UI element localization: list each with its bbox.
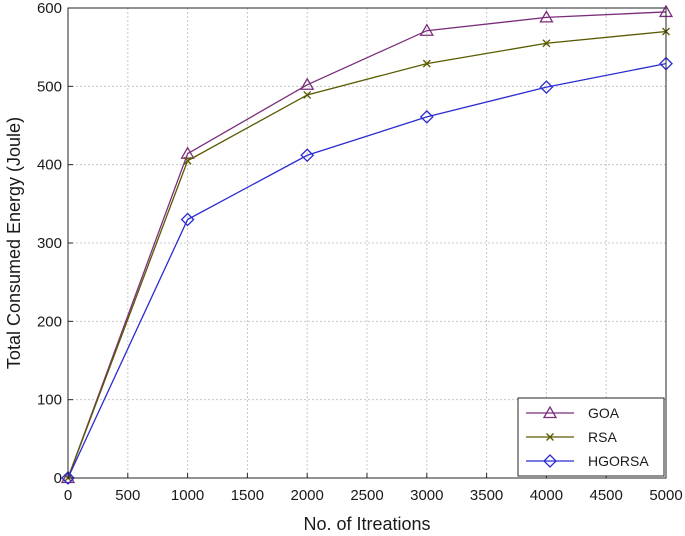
y-tick-label: 200 <box>37 313 62 330</box>
data-point-diamond <box>180 212 195 227</box>
y-tick-label: 100 <box>37 392 62 409</box>
y-axis-title: Total Consumed Energy (Joule) <box>4 117 24 369</box>
legend-swatch-marker <box>542 405 558 419</box>
legend-item: GOA <box>526 405 620 421</box>
legend-swatch-marker <box>543 454 557 468</box>
series-line <box>67 11 667 479</box>
data-point-diamond <box>419 109 434 124</box>
x-tick-label: 2000 <box>291 487 324 504</box>
x-tick-label: 3000 <box>410 487 443 504</box>
series-line <box>67 30 667 479</box>
y-tick-label: 600 <box>37 0 62 17</box>
legend-label: HGORSA <box>588 453 649 469</box>
data-point-triangle <box>539 10 554 23</box>
series-goa <box>60 4 674 484</box>
data-point-diamond <box>539 80 554 95</box>
legend-item: RSA <box>526 429 617 445</box>
x-tick-label: 0 <box>64 487 72 504</box>
data-point-triangle <box>180 146 195 159</box>
data-point-x <box>183 156 192 165</box>
legend-swatch-marker <box>546 433 554 441</box>
series-line <box>67 62 667 479</box>
data-point-triangle <box>60 470 76 484</box>
legend-label: GOA <box>588 405 620 421</box>
legend-label: RSA <box>588 429 617 445</box>
legend-item: HGORSA <box>526 453 649 469</box>
x-tick-label: 1500 <box>231 487 264 504</box>
x-tick-label: 3500 <box>470 487 503 504</box>
data-point-x <box>303 90 312 99</box>
y-tick-label: 400 <box>37 157 62 174</box>
x-axis-title: No. of Itreations <box>303 514 430 534</box>
x-tick-label: 4500 <box>590 487 623 504</box>
x-tick-label: 4000 <box>530 487 563 504</box>
data-point-diamond <box>61 471 75 485</box>
data-point-diamond <box>300 148 315 163</box>
x-tick-label: 500 <box>115 487 140 504</box>
data-point-x <box>542 39 551 48</box>
data-point-triangle <box>300 77 315 90</box>
y-tick-label: 0 <box>54 470 62 487</box>
ticks: 0 500 1000 1500 2000 2500 3000 3500 4000 4500 5000… <box>37 0 683 504</box>
y-tick-label: 300 <box>37 235 62 252</box>
x-tick-label: 1000 <box>171 487 204 504</box>
data-point-x <box>422 59 431 68</box>
x-tick-label: 5000 <box>649 487 682 504</box>
x-tick-label: 2500 <box>350 487 383 504</box>
data-point-triangle <box>419 23 434 36</box>
legend: GOA RSA HGORSA <box>517 397 665 477</box>
y-tick-label: 500 <box>37 78 62 95</box>
